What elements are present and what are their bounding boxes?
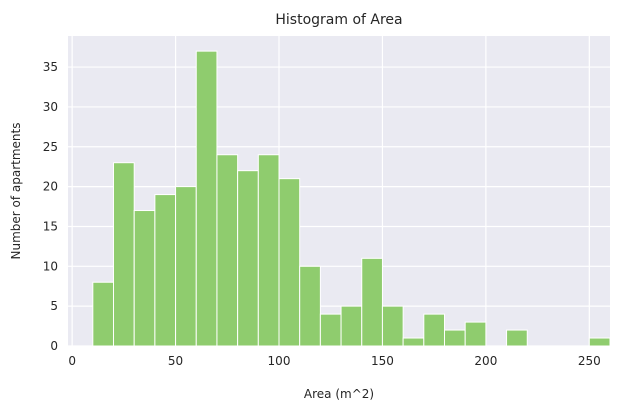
histogram-bar bbox=[381, 305, 404, 347]
y-tick-label: 0 bbox=[50, 339, 58, 353]
y-tick-label: 15 bbox=[43, 219, 58, 233]
x-tick-label: 250 bbox=[578, 354, 601, 368]
histogram-bar bbox=[464, 321, 487, 347]
histogram-bar bbox=[92, 281, 115, 347]
histogram-bar bbox=[588, 337, 611, 347]
y-tick-label: 5 bbox=[50, 299, 58, 313]
y-tick-label: 20 bbox=[43, 180, 58, 194]
x-tick-label: 0 bbox=[68, 354, 76, 368]
y-tick-label: 25 bbox=[43, 140, 58, 154]
x-tick-label: 100 bbox=[268, 354, 291, 368]
histogram-bar bbox=[423, 313, 446, 347]
histogram-bar bbox=[506, 329, 528, 347]
x-tick-label: 200 bbox=[474, 354, 497, 368]
y-axis-label: Number of apartments bbox=[9, 123, 23, 260]
y-tick-labels: 0 5 10 15 20 25 30 35 bbox=[43, 60, 58, 353]
histogram-bar bbox=[361, 257, 383, 347]
histogram-bar bbox=[113, 162, 135, 347]
histogram-bar bbox=[319, 313, 342, 347]
histogram-bar bbox=[216, 154, 239, 347]
x-tick-label: 150 bbox=[371, 354, 394, 368]
histogram-bar bbox=[340, 305, 363, 347]
histogram-bar bbox=[133, 210, 156, 347]
histogram-bar bbox=[175, 186, 197, 347]
bars-group bbox=[92, 50, 611, 347]
y-tick-label: 10 bbox=[43, 259, 58, 273]
x-axis-label: Area (m^2) bbox=[304, 387, 374, 401]
chart-title: Histogram of Area bbox=[275, 12, 402, 28]
histogram-bar bbox=[257, 154, 280, 347]
histogram-bar bbox=[444, 329, 466, 347]
histogram-bar bbox=[195, 50, 218, 347]
y-tick-label: 30 bbox=[43, 100, 58, 114]
histogram-bar bbox=[299, 265, 321, 347]
y-tick-label: 35 bbox=[43, 60, 58, 74]
histogram-bar bbox=[154, 194, 177, 347]
x-tick-labels: 0 50 100 150 200 250 bbox=[68, 354, 600, 368]
x-tick-label: 50 bbox=[168, 354, 183, 368]
histogram-bar bbox=[237, 170, 259, 347]
histogram-bar bbox=[402, 337, 425, 347]
histogram-bar bbox=[278, 178, 301, 347]
